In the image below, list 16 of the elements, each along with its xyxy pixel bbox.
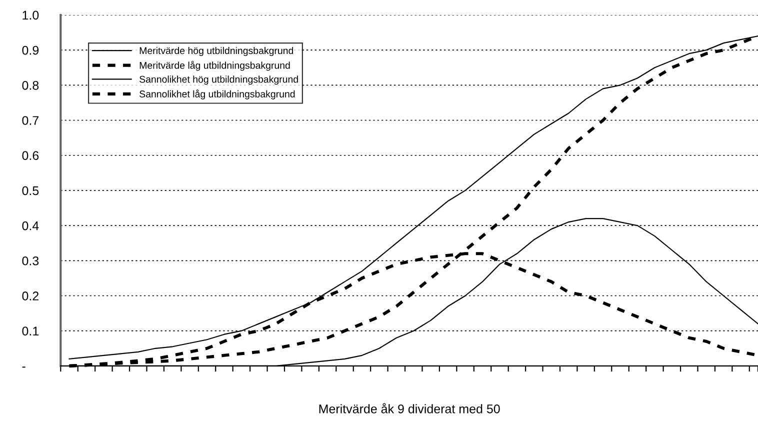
y-tick-label: 0.9 <box>22 46 39 55</box>
y-tick-label: 1.0 <box>22 10 39 20</box>
y-tick-label: 0.8 <box>22 80 39 90</box>
y-tick-label: - <box>22 366 26 368</box>
y-tick-label: 0.6 <box>22 151 39 160</box>
legend-label: Meritvärde låg utbildningsbakgrund <box>140 60 290 71</box>
x-axis-title: Meritvärde åk 9 dividerat med 50 <box>319 403 500 414</box>
y-tick-label: 0.7 <box>22 116 38 125</box>
y-tick-label: 0.3 <box>22 256 39 266</box>
legend-label: Meritvärde hög utbildningsbakgrund <box>140 46 294 56</box>
legend-label: Sannolikhet låg utbildningsbakgrund <box>140 90 295 100</box>
y-tick-label: 0.5 <box>22 186 39 196</box>
y-tick-label: 0.4 <box>22 221 39 230</box>
y-tick-label: 0.2 <box>22 292 38 300</box>
legend-label: Sannolikhet hög utbildningsbakgrund <box>140 76 298 85</box>
y-tick-label: 0.1 <box>22 326 39 336</box>
